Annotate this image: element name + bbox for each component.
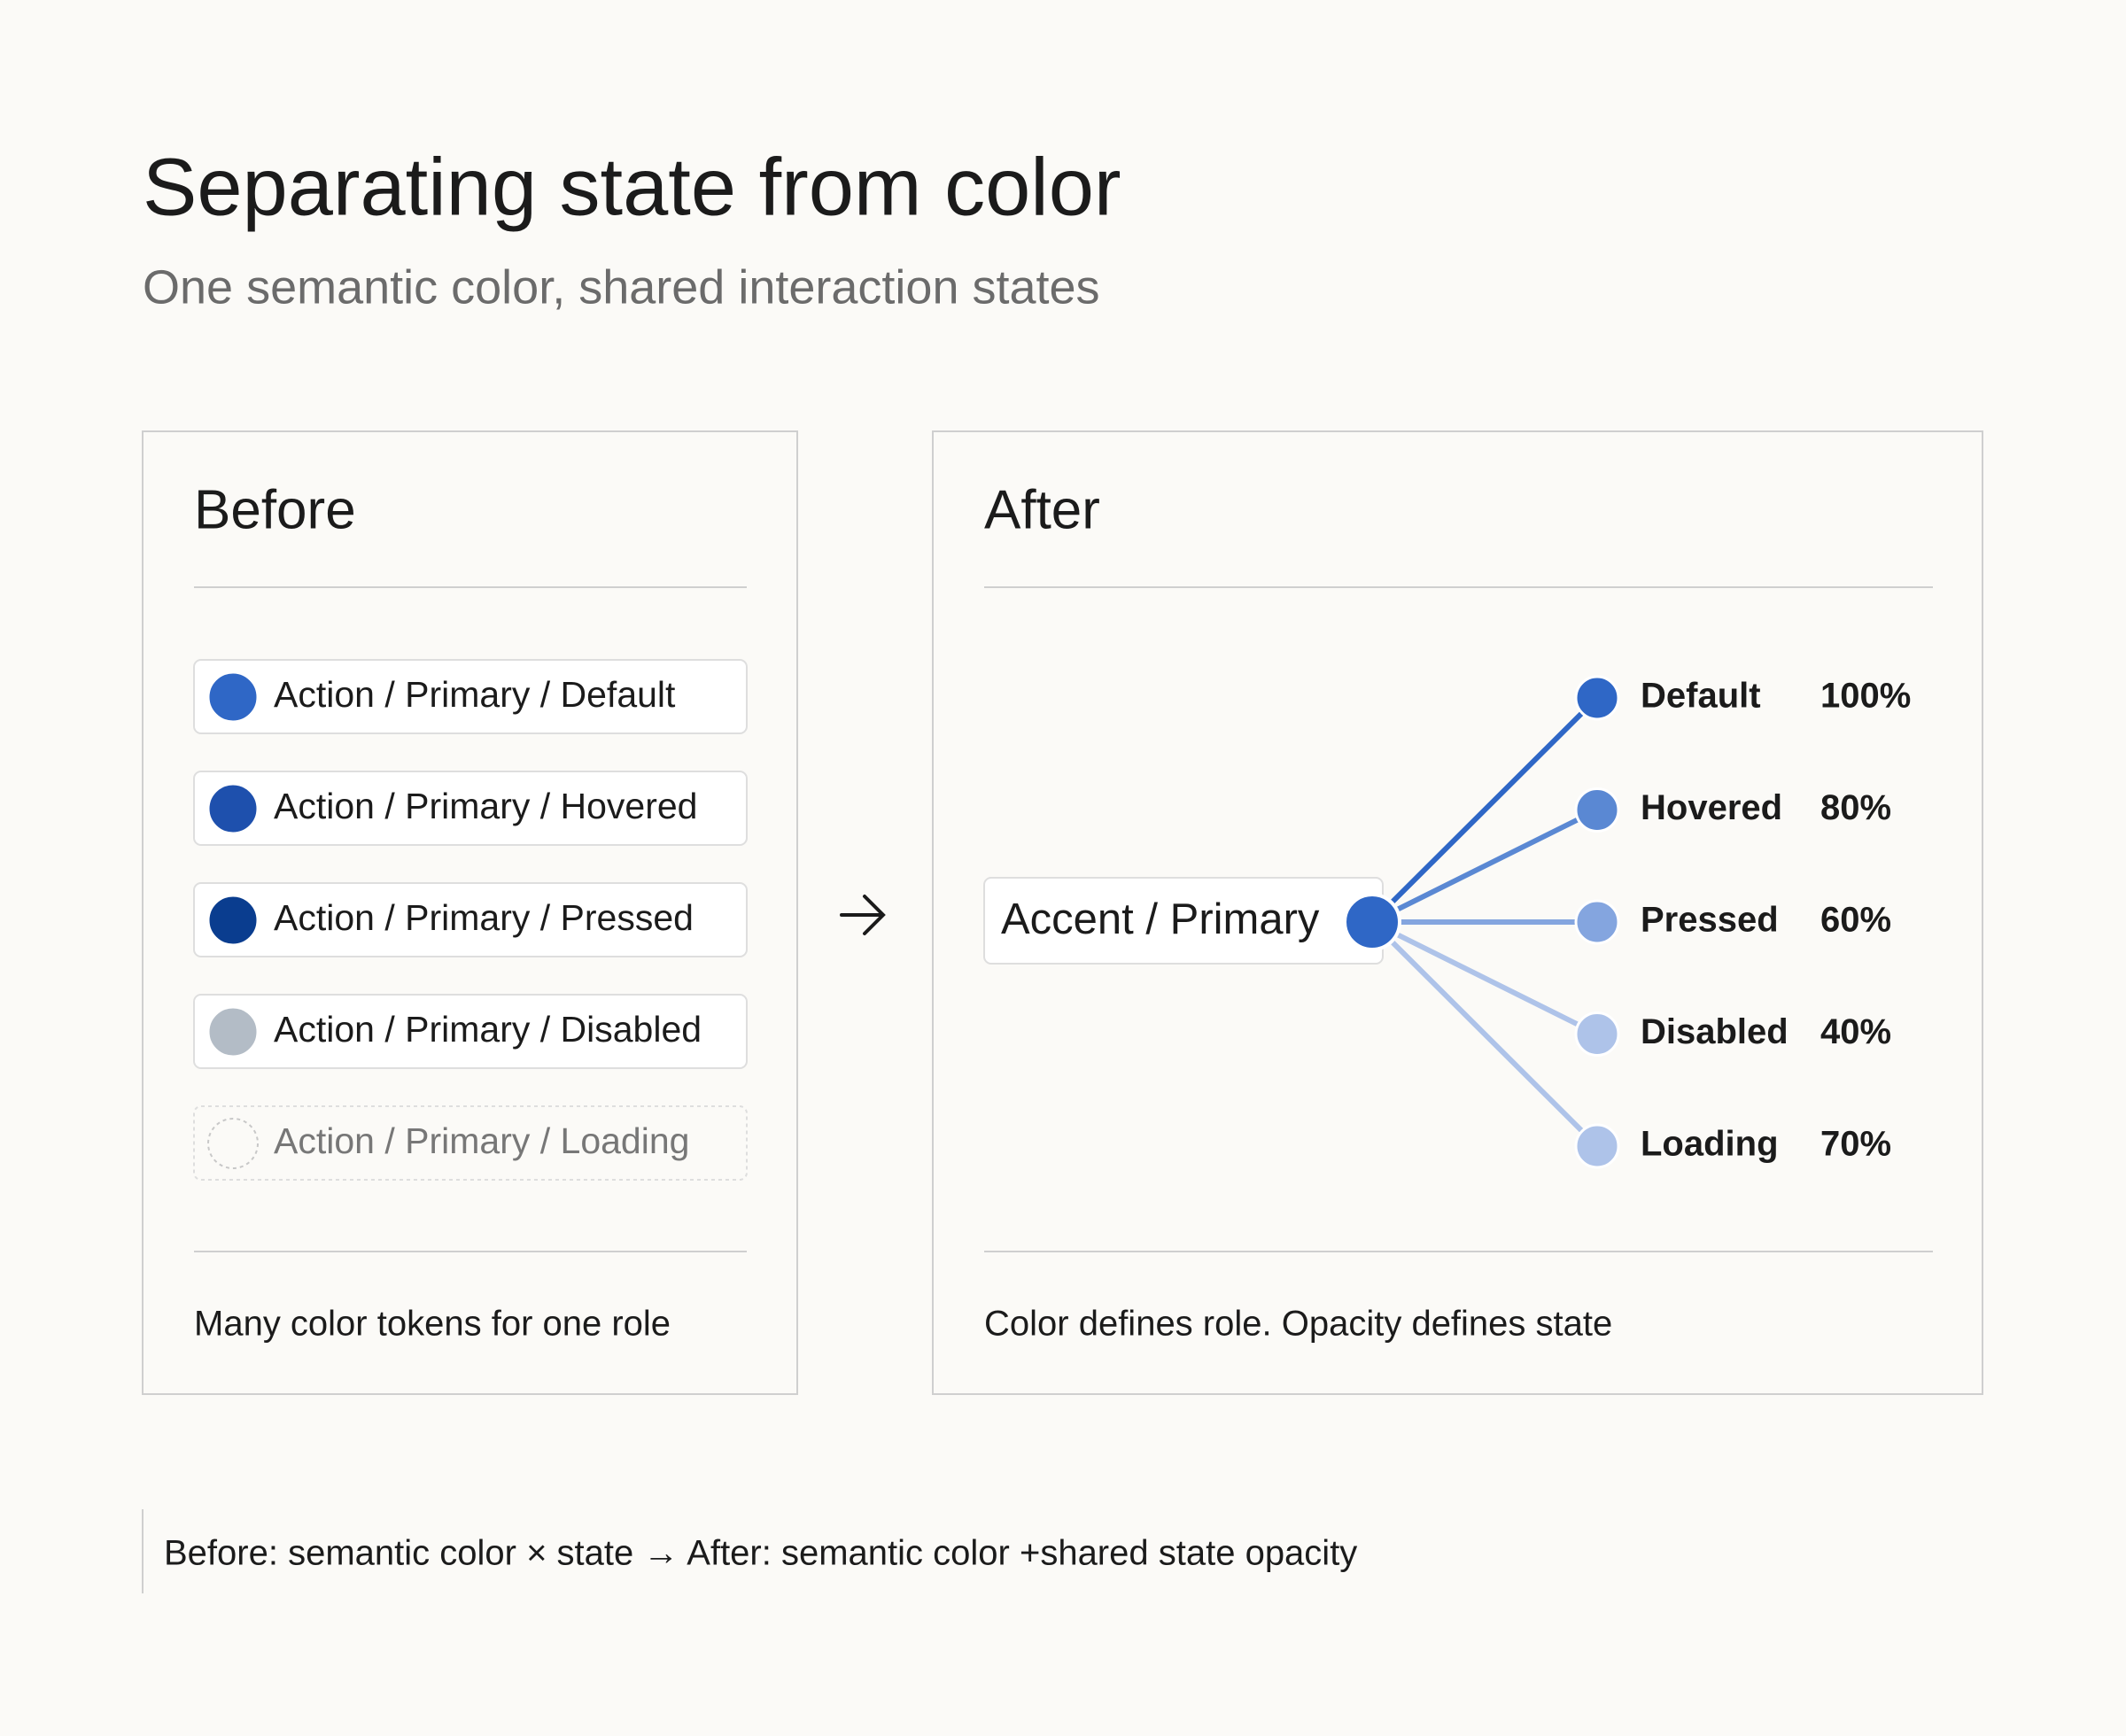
- token-row: [193, 1105, 748, 1181]
- title: Separating state from color: [143, 142, 1121, 232]
- state-name: Hovered: [1641, 788, 1782, 827]
- state-dot: [1574, 1011, 1620, 1057]
- state-opacity: 60%: [1820, 901, 1891, 940]
- after-card: [932, 430, 1983, 1395]
- after-caption: Color defines role. Opacity defines stat…: [984, 1305, 1612, 1344]
- source-dot: [1343, 893, 1401, 951]
- token-row: [193, 659, 748, 734]
- before-card: [142, 430, 798, 1395]
- token-swatch: [206, 782, 260, 835]
- state-link: [1369, 695, 1600, 925]
- token-swatch: [206, 894, 260, 947]
- arrow: [840, 895, 886, 935]
- source-label: Accent / Primary: [1001, 895, 1320, 943]
- state-link: [1369, 919, 1600, 1149]
- token-label: Action / Primary / Hovered: [274, 786, 698, 826]
- token-label: Action / Primary / Default: [274, 674, 676, 715]
- token-row: [193, 994, 748, 1069]
- before-heading: Before: [194, 479, 356, 540]
- state-name: Default: [1641, 677, 1761, 716]
- state-opacity: 40%: [1820, 1012, 1891, 1051]
- state-name: Disabled: [1641, 1012, 1788, 1051]
- state-dot: [1574, 787, 1620, 833]
- footer-note: Before: semantic color × state → After: …: [164, 1534, 1357, 1573]
- subtitle: One semantic color, shared interaction s…: [143, 260, 1100, 314]
- token-label: Action / Primary / Disabled: [274, 1009, 702, 1050]
- state-link: [1369, 807, 1600, 925]
- before-caption: Many color tokens for one role: [194, 1305, 671, 1344]
- state-dot: [1574, 899, 1620, 945]
- token-label: Action / Primary / Loading: [274, 1120, 689, 1161]
- state-dot: [1574, 1123, 1620, 1169]
- state-name: Pressed: [1641, 901, 1779, 940]
- token-label: Action / Primary / Pressed: [274, 897, 694, 938]
- state-opacity: 80%: [1820, 788, 1891, 827]
- state-link: [1369, 919, 1600, 1037]
- token-swatch: [206, 670, 260, 724]
- token-swatch: [207, 1118, 259, 1169]
- state-opacity: 100%: [1820, 677, 1911, 716]
- token-row: [193, 882, 748, 957]
- after-heading: After: [984, 479, 1100, 540]
- state-dot: [1574, 675, 1620, 721]
- state-name: Loading: [1641, 1125, 1779, 1164]
- token-swatch: [206, 1005, 260, 1058]
- token-row: [193, 771, 748, 846]
- state-opacity: 70%: [1820, 1125, 1891, 1164]
